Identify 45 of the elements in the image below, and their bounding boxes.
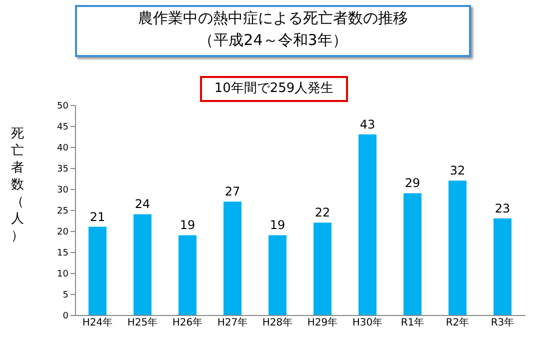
x-tick-label: H29年 <box>307 316 338 328</box>
bar <box>88 226 106 315</box>
x-tick-label: H28年 <box>262 316 293 328</box>
data-label: 43 <box>360 117 376 132</box>
y-tick-label: 40 <box>57 144 69 154</box>
data-label: 27 <box>224 184 240 199</box>
chart-title: 農作業中の熱中症による死亡者数の推移 <box>137 8 409 29</box>
x-tick-label: H27年 <box>217 316 248 328</box>
text: 10年間で259人発生 <box>200 76 348 102</box>
x-tick-label: H30年 <box>352 316 383 328</box>
y-tick-label: 15 <box>57 248 68 258</box>
x-tick-label: R1年 <box>400 316 424 328</box>
data-label: 19 <box>180 218 196 232</box>
bar <box>134 214 152 315</box>
data-label: 21 <box>90 210 106 224</box>
data-label: 19 <box>270 218 286 232</box>
x-tick-label: R3年 <box>490 316 514 328</box>
bar <box>314 222 332 315</box>
x-tick-label: H26年 <box>172 316 203 328</box>
y-tick-label: 10 <box>57 270 69 280</box>
x-tick-label: H24年 <box>82 316 113 328</box>
data-label: 32 <box>450 164 466 178</box>
y-tick-label: 45 <box>57 122 68 132</box>
chart-subtitle: （平成24～令和3年） <box>198 30 348 51</box>
bar <box>358 134 376 315</box>
y-tick-label: 25 <box>57 206 68 216</box>
y-tick-label: 35 <box>57 164 68 174</box>
bar <box>224 202 242 315</box>
bar <box>448 180 466 315</box>
y-tick-label: 20 <box>57 228 69 238</box>
data-label: 22 <box>314 206 330 220</box>
y-tick-label: 30 <box>57 186 69 196</box>
y-axis-title: 死亡者数（人） <box>11 126 24 244</box>
y-tick-label: 0 <box>62 312 69 322</box>
data-label: 24 <box>134 197 150 212</box>
bar <box>268 235 286 315</box>
data-label: 23 <box>494 201 510 216</box>
bar <box>178 235 196 315</box>
data-label: 29 <box>404 176 420 190</box>
bar <box>494 218 512 315</box>
x-tick-label: R2年 <box>446 316 470 328</box>
bar <box>404 193 422 315</box>
y-tick-label: 5 <box>62 290 68 300</box>
y-tick-label: 50 <box>57 102 69 112</box>
x-tick-label: H25年 <box>127 316 158 328</box>
